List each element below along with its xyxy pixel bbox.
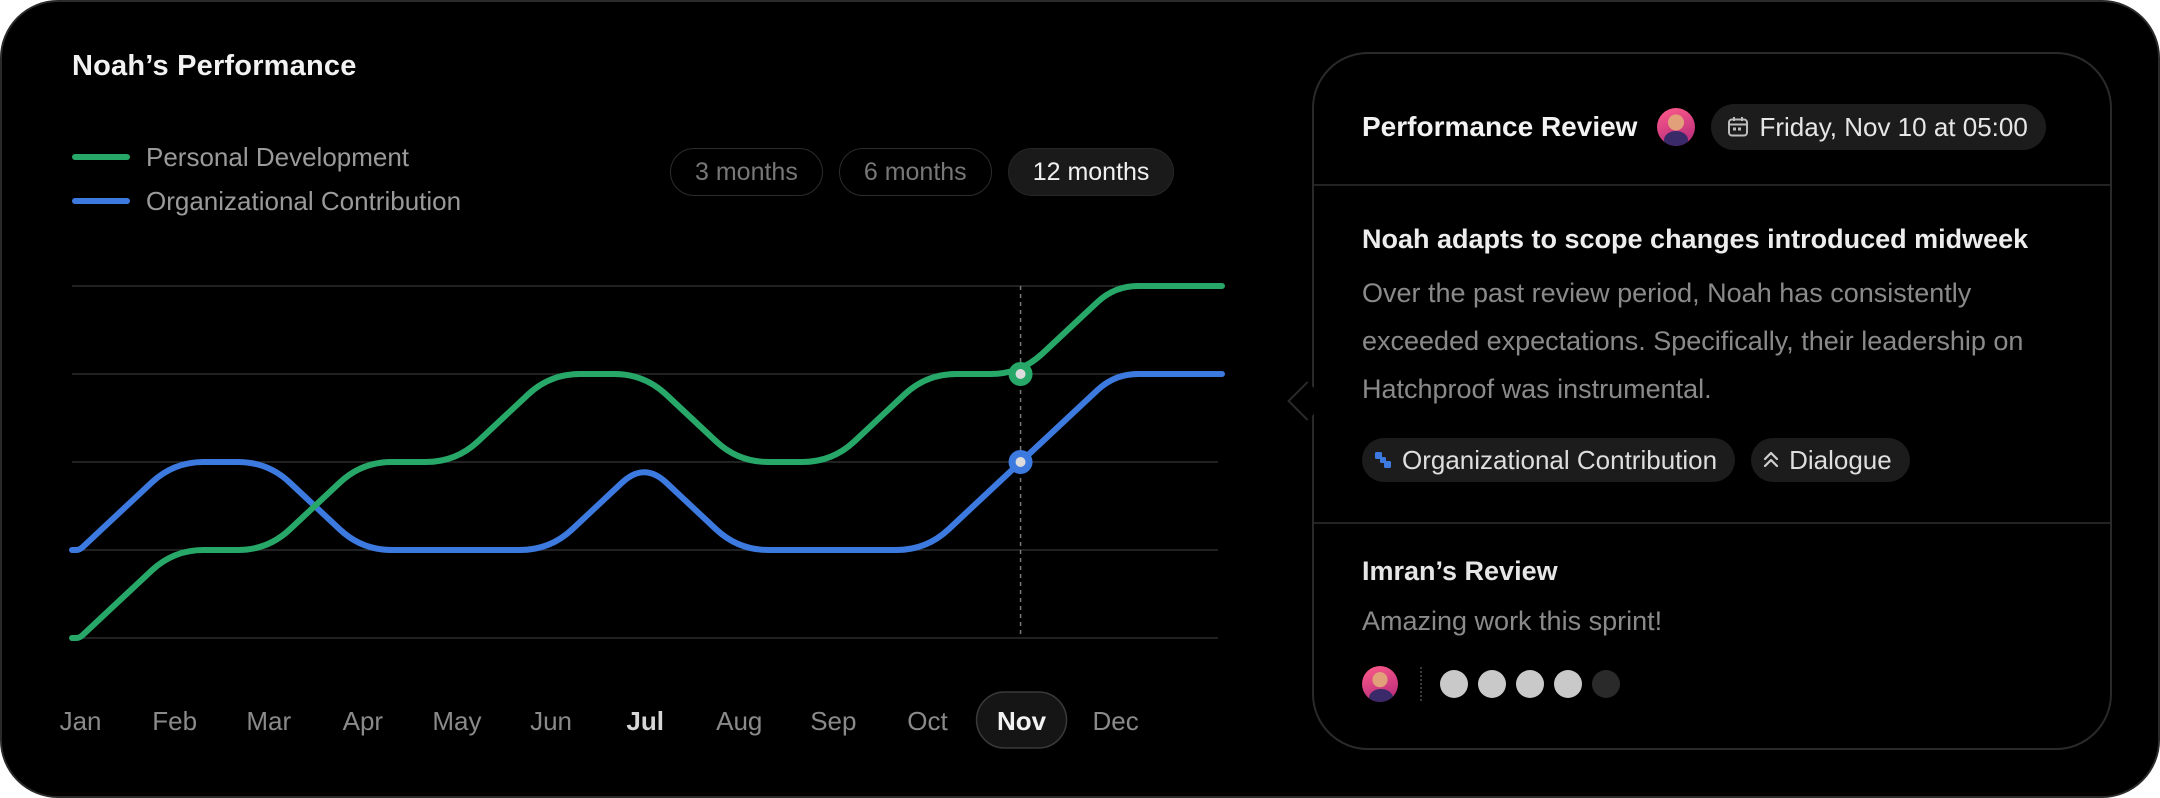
series-line-personal-development (69, 283, 1225, 641)
puzzle-icon (1375, 452, 1391, 468)
calendar-icon (1728, 117, 1749, 137)
rating-dots (1440, 670, 1630, 698)
x-tick-label-may: May (432, 706, 481, 736)
reviewer-avatar[interactable] (1362, 666, 1398, 702)
legend-item-organizational-contribution: Organizational Contribution (72, 179, 461, 223)
divider (1314, 184, 2110, 186)
x-tick-label-aug: Aug (716, 706, 762, 736)
note-body: Over the past review period, Noah has co… (1362, 278, 2024, 404)
rating-dot (1554, 670, 1582, 698)
review-panel-title: Performance Review (1362, 111, 1638, 142)
performance-line-chart: Jan Feb Mar Apr May Jun Jul Aug Sep Oct Nov Dec (60, 283, 1225, 749)
range-selector: 3 months 6 months 12 months (670, 148, 1175, 196)
x-tick-label-oct: Oct (907, 706, 948, 736)
rating-dot (1478, 670, 1506, 698)
legend-label: Personal Development (146, 141, 410, 172)
chart-legend: Personal Development Organizational Cont… (72, 135, 461, 223)
divider (1314, 522, 2110, 524)
chevrons-up-icon (1763, 451, 1779, 468)
tag-organizational-contribution[interactable]: Organizational Contribution (1362, 438, 1736, 482)
review-panel: Performance Review Friday, Nov 10 at 05:… (1312, 52, 2112, 750)
range-12-months-button[interactable]: 12 months (1007, 148, 1175, 196)
legend-swatch-organizational-contribution (72, 198, 130, 204)
note-title: Noah adapts to scope changes introduced … (1362, 224, 2029, 254)
rating-dot (1592, 670, 1620, 698)
selected-month-pill (975, 691, 1068, 749)
review-panel-header: Performance Review Friday, Nov 10 at 05:… (1362, 102, 2070, 152)
tag-dialogue[interactable]: Dialogue (1751, 438, 1910, 482)
tag-label: Organizational Contribution (1402, 444, 1718, 475)
legend-swatch-personal-development (72, 154, 130, 160)
legend-label: Organizational Contribution (146, 185, 462, 216)
x-tick-label-jan: Jan (60, 706, 102, 736)
rating-row (1362, 666, 1630, 702)
rating-separator (1420, 667, 1422, 701)
review-title: Imran’s Review (1362, 556, 1558, 586)
tag-label: Dialogue (1789, 444, 1892, 475)
legend-item-personal-development: Personal Development (72, 135, 461, 179)
review-date-badge[interactable]: Friday, Nov 10 at 05:00 (1711, 104, 2046, 150)
page-title: Noah’s Performance (72, 50, 357, 82)
x-tick-label-jun: Jun (530, 706, 572, 736)
highlight-point-center-personal-development (1015, 369, 1026, 379)
x-tick-label-nov: Nov (997, 706, 1047, 736)
series-line-organizational-contribution (69, 371, 1225, 553)
x-tick-label-dec: Dec (1093, 706, 1139, 736)
highlight-point-center-organizational-contribution (1015, 457, 1026, 467)
rating-dot (1516, 670, 1544, 698)
range-3-months-button[interactable]: 3 months (670, 148, 823, 196)
review-date-text: Friday, Nov 10 at 05:00 (1759, 111, 2028, 142)
range-6-months-button[interactable]: 6 months (838, 148, 992, 196)
x-tick-label-sep: Sep (810, 706, 856, 736)
x-tick-label-feb: Feb (152, 706, 197, 736)
avatar[interactable] (1657, 108, 1696, 146)
note-tags: Organizational Contribution Dialogue (1362, 438, 1910, 482)
review-body: Amazing work this sprint! (1362, 606, 1663, 636)
x-tick-label-jul: Jul (626, 706, 664, 736)
x-tick-label-mar: Mar (246, 706, 291, 736)
x-tick-label-apr: Apr (343, 706, 384, 736)
rating-dot (1440, 670, 1468, 698)
